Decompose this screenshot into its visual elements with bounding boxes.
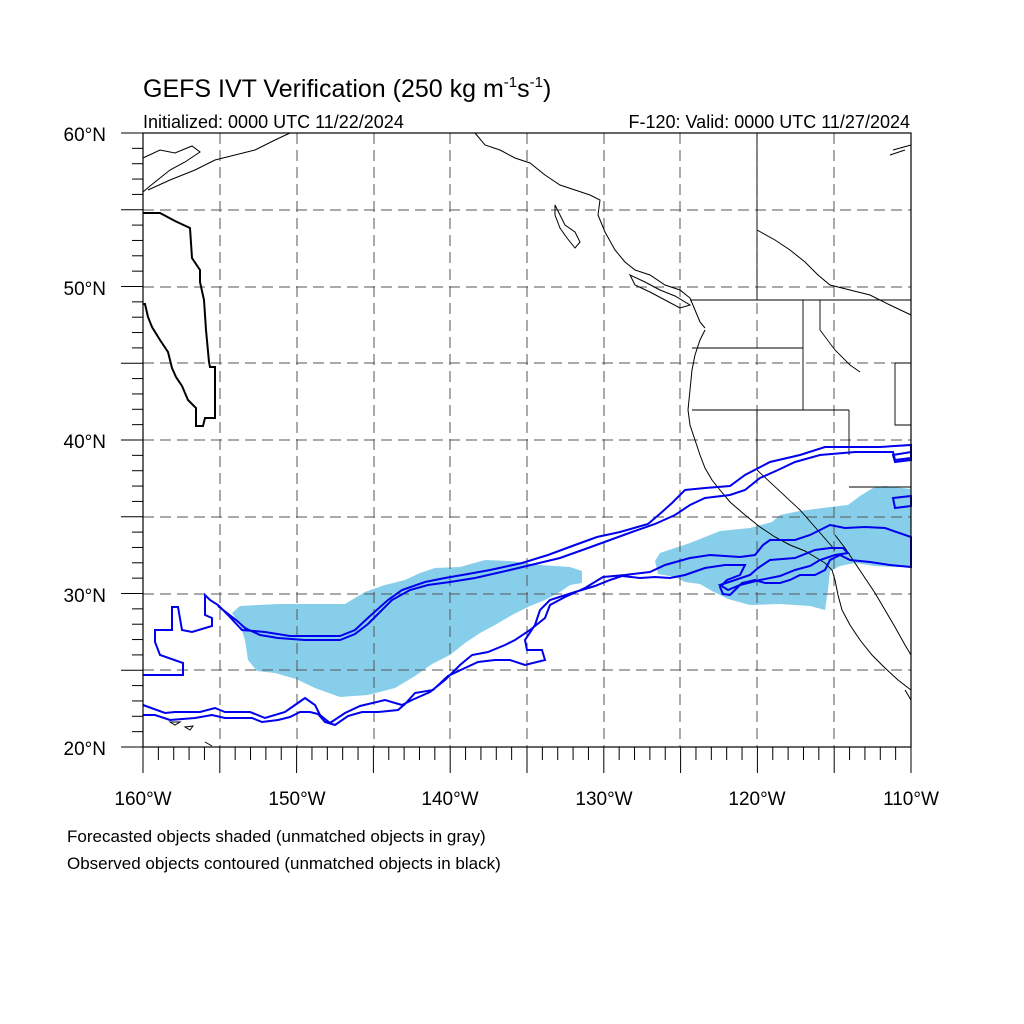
baja-coast-2 <box>904 689 912 701</box>
forecast-object-west <box>232 560 582 697</box>
map-panel <box>121 132 912 773</box>
lon-label-150w: 150°W <box>268 789 325 810</box>
lon-label-110w: 110°W <box>883 789 939 810</box>
observed-matched-objects <box>142 443 912 727</box>
footnote-forecast: Forecasted objects shaded (unmatched obj… <box>67 827 486 846</box>
observed-unmatched-objects <box>143 212 216 427</box>
political-boundaries <box>690 133 911 551</box>
lat-label-40: 40°N <box>64 432 106 453</box>
initialized-label: Initialized: 0000 UTC 11/22/2024 <box>143 112 404 132</box>
lon-label-140w: 140°W <box>421 789 478 810</box>
figure-title: GEFS IVT Verification (250 kg m-1s-1) <box>143 74 551 103</box>
alaska-coast <box>142 132 291 193</box>
hawaii-islands <box>168 721 213 747</box>
lon-label-160w: 160°W <box>114 789 171 810</box>
lon-label-120w: 120°W <box>728 789 785 810</box>
lat-label-50: 50°N <box>64 279 106 300</box>
lat-label-30: 30°N <box>64 586 106 607</box>
lon-label-130w: 130°W <box>575 789 632 810</box>
lat-label-20: 20°N <box>64 739 106 760</box>
great-slave-coast <box>889 144 912 156</box>
axis-ticks <box>121 132 912 773</box>
canada-islands <box>554 204 692 309</box>
footnote-observed: Observed objects contoured (unmatched ob… <box>67 854 501 873</box>
observed-object-ring <box>717 547 851 592</box>
lon-labels: 160°W 150°W 140°W 130°W 120°W 110°W <box>114 789 939 810</box>
valid-label: F-120: Valid: 0000 UTC 11/27/2024 <box>628 112 910 132</box>
lat-label-60: 60°N <box>64 125 106 146</box>
observed-object-main <box>143 443 912 676</box>
alaska-panhandle-coast <box>474 132 706 329</box>
observed-object-lower <box>142 523 912 727</box>
lat-labels: 60°N 50°N 40°N 30°N 20°N <box>64 125 106 760</box>
us-west-coast <box>687 329 912 691</box>
